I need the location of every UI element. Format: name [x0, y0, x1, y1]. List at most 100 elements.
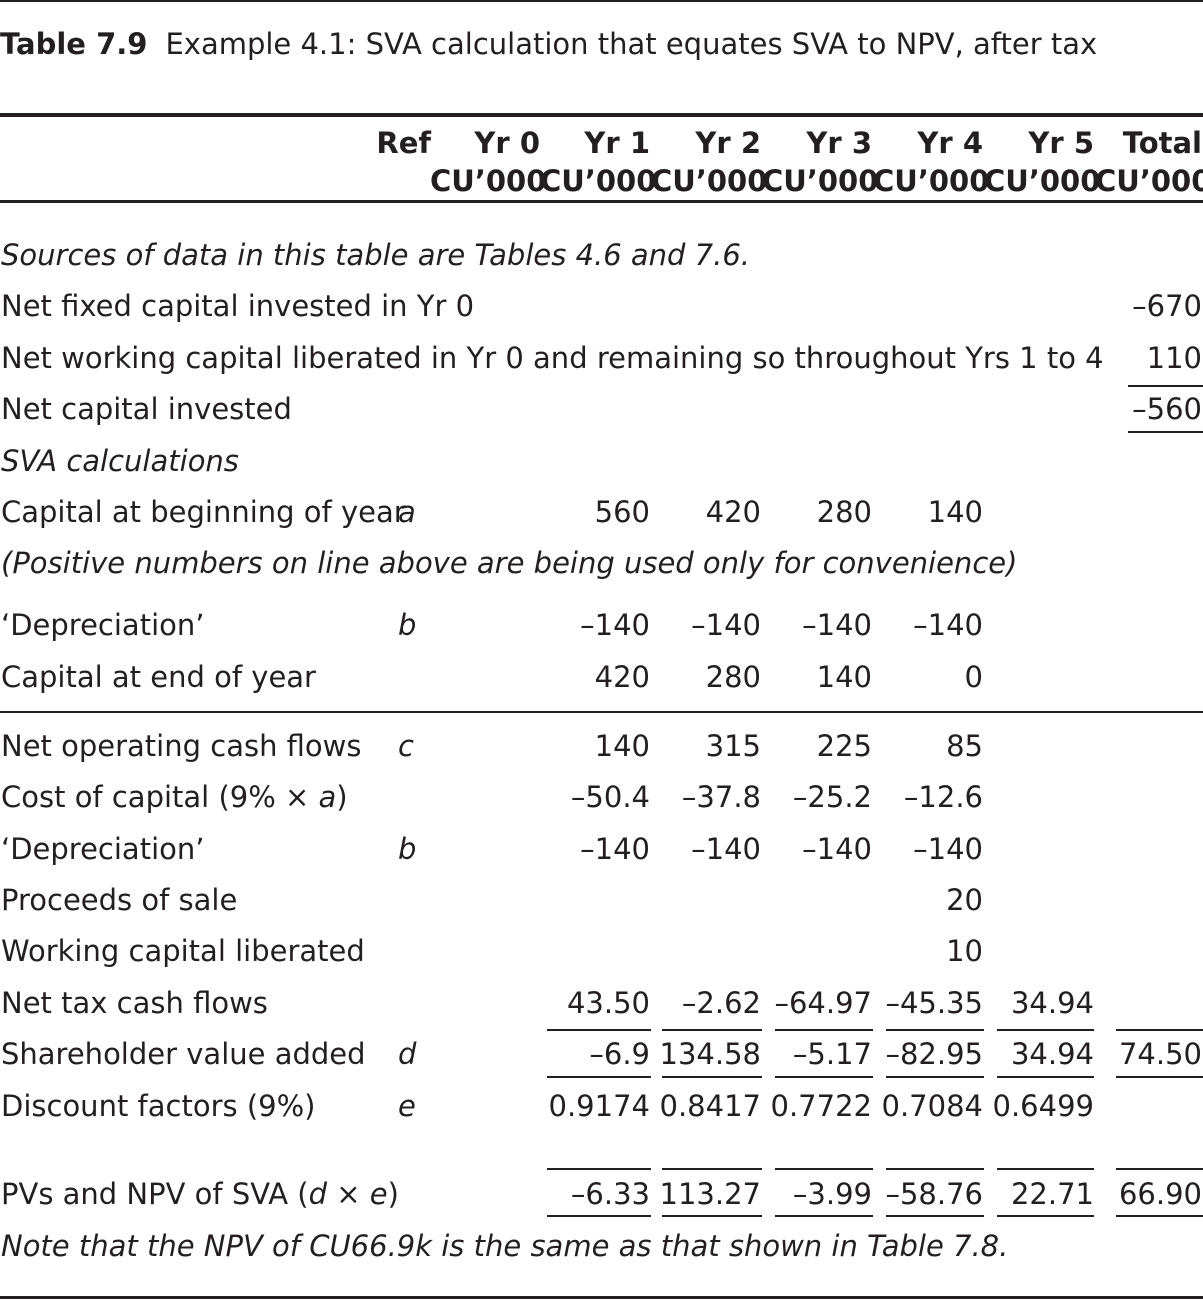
sum-underline	[662, 1076, 762, 1078]
sum-underline	[1116, 1076, 1203, 1078]
table-row: Discount factors (9%) e 0.9174 0.8417 0.7722…	[0, 1086, 1203, 1126]
cell-yr4: 10	[946, 934, 983, 968]
cell-yr4: –140	[913, 608, 983, 642]
header-top-rule	[0, 113, 1203, 117]
table-row: PVs and NPV of SVA (d × e) –6.33 113.27 –3…	[0, 1174, 1203, 1214]
table-row: Shareholder value added d –6.9 134.58 –5.17–…	[0, 1034, 1203, 1074]
cell-total: 74.50	[1118, 1037, 1202, 1071]
row-label: Net operating cash flows	[1, 729, 362, 763]
sum-underline	[997, 1076, 1094, 1078]
section-heading: SVA calculations	[1, 444, 239, 478]
sum-underline	[775, 1076, 873, 1078]
cell-yr2: –140	[691, 608, 761, 642]
cell-yr4: –45.35	[885, 986, 983, 1020]
cell-yr5: 0.6499	[992, 1089, 1094, 1123]
table-caption-text: Example 4.1: SVA calculation that equate…	[165, 27, 1098, 61]
cell-yr5: 34.94	[1010, 986, 1094, 1020]
cell-total: 66.90	[1118, 1177, 1202, 1211]
row-label: Shareholder value added	[1, 1037, 366, 1071]
row-label: Net fixed capital invested in Yr 0	[1, 289, 475, 323]
cell-yr4: 140	[927, 495, 983, 529]
cell-yr1: 140	[594, 729, 650, 763]
cell-yr4: 20	[946, 883, 983, 917]
note-row: (Positive numbers on line above are bein…	[0, 543, 1203, 583]
cell-yr4: 85	[946, 729, 983, 763]
cell-yr5: 22.71	[1010, 1177, 1094, 1211]
sum-underline	[1116, 1215, 1203, 1217]
sum-underline	[1116, 1168, 1203, 1170]
header-ref: Ref	[376, 126, 431, 160]
cell-yr3: 0.7722	[770, 1089, 872, 1123]
row-label: Proceeds of sale	[1, 883, 238, 917]
cell-yr3: –64.97	[774, 986, 872, 1020]
row-label: Net tax cash flows	[1, 986, 268, 1020]
row-ref: b	[398, 832, 417, 866]
row-label: Working capital liberated	[1, 934, 365, 968]
row-label: Net working capital liberated in Yr 0 an…	[1, 341, 1104, 375]
cell-yr1: 420	[594, 660, 650, 694]
header-col-total: Total CU’000	[1095, 126, 1203, 198]
sum-underline	[997, 1215, 1094, 1217]
table-row: Working capital liberated 10	[0, 931, 1203, 971]
table-row: Net working capital liberated in Yr 0 an…	[0, 338, 1203, 378]
cell-yr4: 0	[964, 660, 983, 694]
cell-yr1: 560	[594, 495, 650, 529]
cell-yr1: –140	[580, 608, 650, 642]
row-label: Capital at beginning of year	[1, 495, 406, 529]
table-row: Net fixed capital invested in Yr 0 –670	[0, 286, 1203, 326]
header-col-yr2: Yr 2 CU’000	[651, 126, 768, 198]
sum-underline	[662, 1168, 762, 1170]
table-row: ‘Depreciation’ b –140 –140 –140 –140	[0, 605, 1203, 645]
cell-yr3: –25.2	[792, 780, 872, 814]
header-col-yr0: Yr 0 CU’000	[430, 126, 547, 198]
row-label: PVs and NPV of SVA (d × e)	[1, 1177, 399, 1211]
cell-yr3: 140	[816, 660, 872, 694]
cell-yr5: 34.94	[1010, 1037, 1094, 1071]
row-label: Capital at end of year	[1, 660, 316, 694]
table-row: Net capital invested –560	[0, 389, 1203, 429]
sum-underline	[547, 1215, 651, 1217]
top-rule	[0, 0, 1203, 2]
sum-underline	[547, 1168, 651, 1170]
cell-yr2: 315	[705, 729, 761, 763]
table-number: Table 7.9	[0, 27, 148, 61]
cell-yr2: 420	[705, 495, 761, 529]
sum-underline	[886, 1029, 984, 1031]
sum-underline	[547, 1029, 651, 1031]
row-label: Discount factors (9%)	[1, 1089, 316, 1123]
sum-underline	[886, 1076, 984, 1078]
total-underline	[1128, 431, 1203, 433]
table-row: Proceeds of sale 20	[0, 880, 1203, 920]
row-label: Net capital invested	[1, 392, 292, 426]
cell-yr1: –6.9	[589, 1037, 650, 1071]
table-row: ‘Depreciation’ b –140 –140 –140 –140	[0, 829, 1203, 869]
cell-yr3: –140	[802, 832, 872, 866]
sum-underline	[775, 1215, 873, 1217]
row-label: ‘Depreciation’	[1, 608, 205, 642]
footnote-row: Note that the NPV of CU66.9k is the same…	[0, 1226, 1203, 1266]
table-row: Cost of capital (9% × a) –50.4 –37.8 –25.2…	[0, 777, 1203, 817]
sva-heading-row: SVA calculations	[0, 441, 1203, 481]
total-value: –560	[1132, 392, 1202, 426]
sum-underline	[886, 1168, 984, 1170]
table-row: Capital at beginning of year a 560 420 280 14…	[0, 492, 1203, 532]
sum-underline	[662, 1215, 762, 1217]
cell-yr2: 0.8417	[659, 1089, 761, 1123]
header-bottom-rule	[0, 200, 1203, 203]
table-caption: Table 7.9 Example 4.1: SVA calculation th…	[0, 27, 1097, 61]
cell-yr2: –37.8	[681, 780, 761, 814]
sources-note: Sources of data in this table are Tables…	[1, 238, 751, 272]
total-value: –670	[1132, 289, 1202, 323]
cell-yr3: 280	[816, 495, 872, 529]
cell-yr3: –3.99	[792, 1177, 872, 1211]
cell-yr2: –140	[691, 832, 761, 866]
header-col-yr4: Yr 4 CU’000	[873, 126, 990, 198]
table-row: Capital at end of year 420 280 140 0	[0, 657, 1203, 697]
row-ref: a	[398, 495, 416, 529]
cell-yr1: –140	[580, 832, 650, 866]
table-row: Net tax cash flows 43.50 –2.62 –64.97 –45.35…	[0, 983, 1203, 1023]
section-divider-rule	[0, 711, 1203, 713]
cell-yr2: 280	[705, 660, 761, 694]
total-underline	[1128, 385, 1203, 387]
header-col-yr3: Yr 3 CU’000	[762, 126, 879, 198]
